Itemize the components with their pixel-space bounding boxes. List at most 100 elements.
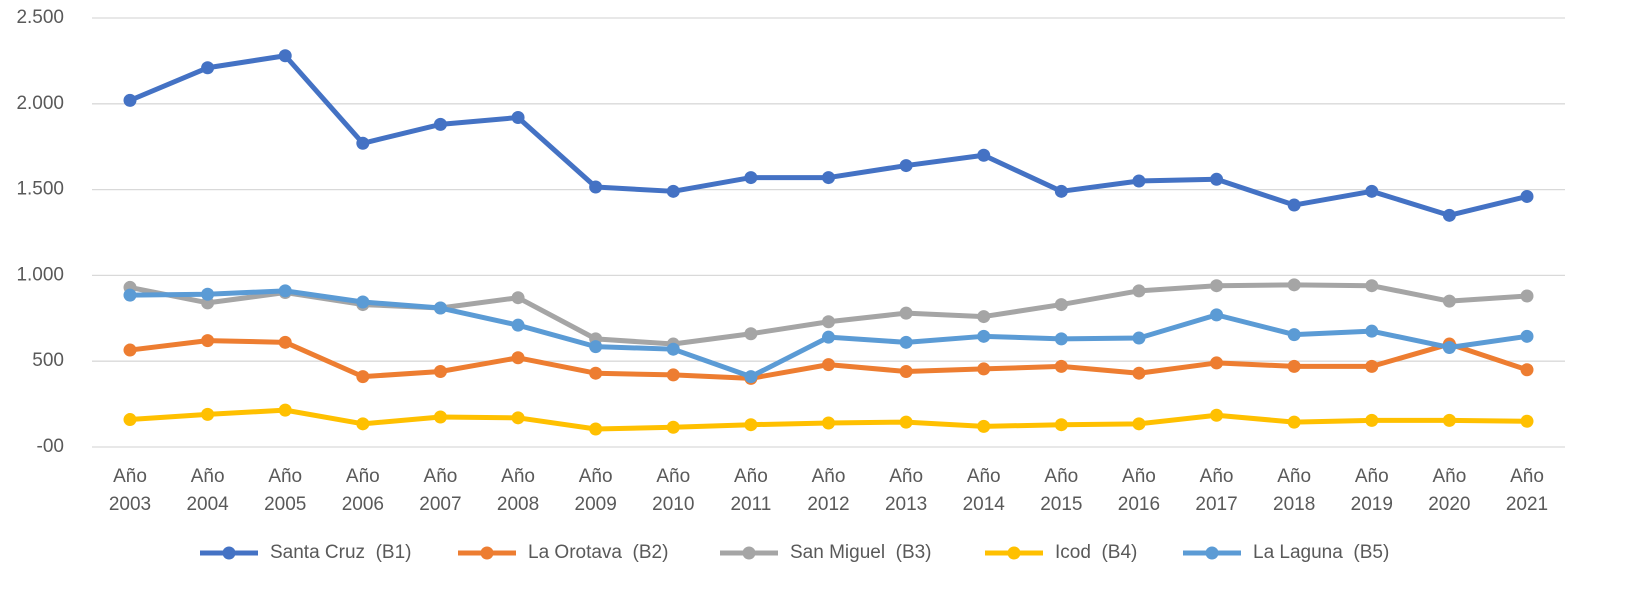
- data-point: [589, 340, 603, 354]
- data-point: [589, 180, 603, 194]
- legend-label: La Orotava (B2): [528, 542, 668, 563]
- data-point: [1054, 298, 1068, 312]
- data-point: [201, 407, 215, 421]
- legend-item: San Miguel (B3): [720, 542, 932, 563]
- x-tick-label: Año 2021: [1506, 466, 1548, 515]
- data-point: [1054, 184, 1068, 198]
- x-tick-label: Año 2010: [652, 466, 694, 515]
- data-point: [1442, 340, 1456, 354]
- data-point: [1054, 332, 1068, 346]
- data-point: [511, 411, 525, 425]
- data-point: [1132, 366, 1146, 380]
- data-point: [977, 310, 991, 324]
- data-point: [1210, 408, 1224, 422]
- x-tick-label: Año 2012: [807, 466, 849, 515]
- data-point: [1520, 189, 1534, 203]
- data-point: [278, 403, 292, 417]
- legend-label: San Miguel (B3): [790, 542, 932, 563]
- legend-marker: [1205, 546, 1219, 560]
- data-point: [666, 342, 680, 356]
- data-point: [1520, 329, 1534, 343]
- data-point: [433, 117, 447, 131]
- legend-marker: [1007, 546, 1021, 560]
- legend-label: Santa Cruz (B1): [270, 542, 412, 563]
- data-point: [1520, 289, 1534, 303]
- x-tick-label: Año 2003: [109, 466, 151, 515]
- legend-item: Icod (B4): [985, 542, 1137, 563]
- data-point: [1054, 418, 1068, 432]
- data-point: [666, 184, 680, 198]
- x-tick-label: Año 2005: [264, 466, 306, 515]
- data-point: [356, 295, 370, 309]
- legend-item: Santa Cruz (B1): [200, 542, 412, 563]
- data-point: [1210, 356, 1224, 370]
- x-tick-label: Año 2007: [419, 466, 461, 515]
- data-point: [977, 148, 991, 162]
- data-point: [278, 335, 292, 349]
- legend-marker: [222, 546, 236, 560]
- data-point: [822, 416, 835, 430]
- legend-marker: [742, 546, 756, 560]
- y-tick-label: 1.500: [16, 179, 64, 200]
- data-point: [666, 368, 680, 382]
- data-point: [822, 171, 835, 185]
- data-point: [1442, 294, 1456, 308]
- legend-item: La Laguna (B5): [1183, 542, 1389, 563]
- legend-label: La Laguna (B5): [1253, 542, 1389, 563]
- x-tick-label: Año 2009: [575, 466, 617, 515]
- data-point: [433, 410, 447, 424]
- data-point: [744, 370, 758, 384]
- data-point: [899, 415, 913, 429]
- y-tick-label: 2.500: [16, 7, 64, 28]
- x-tick-label: Año 2018: [1273, 466, 1315, 515]
- data-point: [1365, 359, 1379, 373]
- data-point: [1210, 172, 1224, 186]
- data-point: [1365, 413, 1379, 427]
- x-tick-label: Año 2004: [186, 466, 229, 515]
- data-point: [1442, 208, 1456, 222]
- data-point: [1365, 279, 1379, 293]
- x-tick-label: Año 2006: [342, 466, 384, 515]
- data-point: [1287, 415, 1301, 429]
- data-point: [356, 136, 370, 150]
- x-tick-label: Año 2011: [730, 466, 771, 515]
- data-point: [511, 291, 525, 305]
- data-point: [1365, 184, 1379, 198]
- data-point: [201, 334, 215, 348]
- data-point: [1442, 413, 1456, 427]
- data-point: [1132, 331, 1146, 345]
- data-point: [433, 364, 447, 378]
- data-point: [744, 327, 758, 341]
- data-point: [1132, 174, 1146, 188]
- data-point: [123, 288, 137, 302]
- data-point: [899, 306, 913, 320]
- data-point: [278, 284, 292, 298]
- data-point: [1520, 414, 1534, 428]
- data-point: [356, 417, 370, 431]
- data-point: [201, 61, 215, 75]
- legend-item: La Orotava (B2): [458, 542, 668, 563]
- data-point: [278, 49, 292, 63]
- data-point: [123, 93, 137, 107]
- data-point: [511, 351, 525, 365]
- data-point: [822, 330, 835, 344]
- data-point: [1210, 279, 1224, 293]
- data-point: [589, 422, 603, 436]
- y-tick-label: -00: [37, 436, 64, 457]
- data-point: [1287, 198, 1301, 212]
- data-point: [511, 111, 525, 125]
- data-point: [977, 329, 991, 343]
- x-tick-label: Año 2008: [497, 466, 539, 515]
- data-point: [1132, 417, 1146, 431]
- data-point: [822, 358, 835, 372]
- data-point: [899, 364, 913, 378]
- data-point: [977, 419, 991, 433]
- series-line: [129, 53, 1528, 218]
- data-point: [1287, 278, 1301, 292]
- x-tick-label: Año 2020: [1428, 466, 1470, 515]
- data-point: [1365, 324, 1379, 338]
- data-point: [899, 159, 913, 173]
- data-point: [899, 335, 913, 349]
- data-point: [589, 366, 603, 380]
- data-point: [433, 301, 447, 315]
